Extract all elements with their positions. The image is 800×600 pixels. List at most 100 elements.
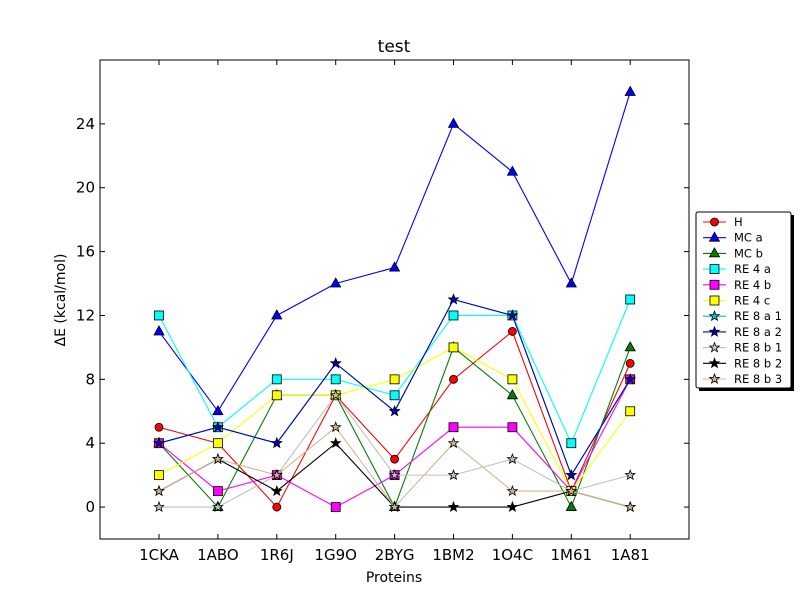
x-tick-label: 1BM2	[432, 546, 474, 564]
legend-entry: MC a	[703, 231, 763, 245]
data-point	[212, 421, 224, 433]
data-point	[565, 468, 578, 481]
data-point	[330, 277, 342, 288]
data-point	[566, 438, 577, 449]
y-tick-label: 16	[76, 243, 95, 261]
data-point	[153, 437, 165, 449]
legend-marker	[708, 341, 721, 353]
data-point	[389, 374, 400, 385]
series-re-8-b-3	[153, 421, 637, 513]
series-re-8-a-2	[153, 293, 637, 481]
legend-entry: RE 8 b 3	[703, 372, 782, 386]
x-tick-label: 2BYG	[375, 546, 415, 564]
series-mc-a	[153, 85, 636, 416]
data-point	[508, 327, 517, 336]
legend-entry: MC b	[703, 246, 763, 260]
data-point	[625, 358, 635, 368]
data-point	[565, 277, 577, 288]
x-axis-label: Proteins	[366, 570, 422, 586]
y-tick-label: 4	[85, 434, 95, 452]
data-point	[271, 374, 282, 385]
legend-entry: RE 8 b 2	[703, 356, 782, 370]
legend-entry: RE 4 c	[703, 294, 770, 308]
data-point	[624, 500, 637, 513]
chart-title: test	[378, 37, 411, 57]
data-point	[212, 453, 224, 465]
data-point	[388, 405, 401, 417]
y-tick-label: 24	[76, 115, 95, 133]
data-point	[506, 388, 519, 400]
legend-label: RE 8 b 2	[734, 356, 782, 370]
data-point	[330, 502, 341, 512]
data-point	[448, 422, 459, 433]
legend-marker	[708, 310, 721, 322]
legend-label: RE 8 a 1	[734, 309, 782, 323]
data-point	[329, 421, 342, 433]
legend-label: RE 8 b 3	[734, 372, 782, 386]
data-point	[624, 85, 636, 96]
data-point	[270, 484, 283, 497]
data-point	[388, 468, 401, 481]
x-tick-label: 1G9O	[314, 546, 357, 564]
x-tick-label: 1A81	[611, 546, 650, 564]
legend-label: MC a	[734, 231, 763, 245]
series-re-8-b-1	[153, 389, 637, 513]
data-point	[447, 117, 460, 128]
y-tick-label: 12	[76, 306, 95, 324]
legend-entry: H	[703, 215, 743, 229]
data-point	[270, 468, 283, 481]
y-tick-label: 8	[85, 370, 95, 388]
x-tick-label: 1ABO	[197, 546, 239, 564]
data-point	[212, 404, 224, 416]
data-point	[447, 437, 460, 449]
data-point	[624, 341, 636, 352]
data-point	[447, 500, 460, 513]
data-point	[565, 484, 578, 497]
data-point	[329, 437, 342, 449]
data-point	[447, 293, 460, 305]
data-point	[624, 373, 637, 385]
y-tick-label: 20	[76, 179, 95, 197]
legend-entry: RE 8 a 1	[703, 309, 782, 323]
data-point	[449, 374, 458, 384]
data-point	[565, 500, 577, 511]
data-point	[153, 325, 165, 336]
legend-box	[695, 211, 792, 389]
data-point	[212, 438, 223, 449]
legend-label: RE 8 b 1	[734, 341, 782, 355]
data-point	[271, 309, 283, 320]
data-point	[153, 500, 165, 513]
data-point	[388, 500, 401, 513]
legend-marker	[710, 217, 719, 227]
legend-marker	[709, 264, 720, 275]
legend-label: RE 4 c	[734, 294, 770, 308]
legend-entry: RE 4 a	[703, 262, 771, 276]
data-point	[212, 500, 224, 513]
data-point	[625, 294, 636, 305]
data-point	[448, 342, 459, 353]
data-point	[154, 422, 164, 432]
data-point	[506, 500, 519, 513]
data-point	[506, 484, 519, 497]
data-point	[390, 454, 400, 464]
data-point	[507, 374, 518, 385]
legend-marker	[708, 231, 721, 242]
legend-label: RE 4 b	[734, 278, 771, 292]
legend-label: MC b	[734, 246, 763, 260]
data-point	[212, 486, 223, 497]
legend-marker	[708, 357, 721, 369]
data-point	[154, 310, 164, 321]
data-point	[153, 484, 165, 497]
data-point	[448, 310, 459, 321]
legend-marker	[708, 247, 721, 258]
x-tick-label: 1R6J	[260, 546, 294, 564]
legend-marker	[709, 295, 720, 306]
y-axis-label: ΔE (kcal/mol)	[53, 254, 69, 347]
data-point	[389, 390, 400, 401]
legend-marker	[708, 325, 721, 337]
data-point	[329, 357, 342, 369]
x-tick-label: 1M61	[551, 546, 593, 564]
data-point	[330, 374, 341, 385]
data-point	[329, 389, 342, 401]
